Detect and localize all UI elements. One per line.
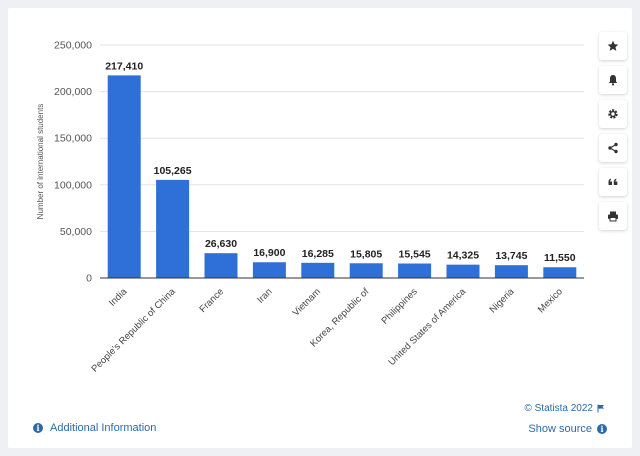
- data-label: 15,545: [399, 249, 431, 261]
- star-icon: [607, 40, 619, 51]
- x-tick-label: People's Republic of China: [89, 286, 178, 375]
- data-label: 26,630: [205, 238, 237, 250]
- data-label: 16,900: [253, 247, 285, 259]
- cite-button[interactable]: [599, 168, 627, 196]
- bar: [446, 264, 480, 278]
- y-tick-label: 150,000: [54, 133, 92, 145]
- show-source-label: Show source: [528, 423, 592, 435]
- x-tick-label: France: [197, 286, 226, 315]
- copyright-link[interactable]: © Statista 2022: [524, 403, 605, 414]
- chart-toolbar: [599, 32, 629, 230]
- show-source-link[interactable]: Show source i: [528, 423, 607, 435]
- data-label: 14,325: [447, 250, 479, 262]
- quote-icon: [608, 178, 618, 185]
- y-tick-label: 200,000: [54, 86, 92, 98]
- share-button[interactable]: [599, 134, 627, 162]
- x-tick-label: Philippines: [379, 286, 419, 326]
- chart-card: 0 50,000 100,000 150,000 200,000 250,000 Numbe…: [8, 8, 632, 448]
- favorite-button[interactable]: [599, 32, 627, 60]
- bar: [204, 253, 238, 278]
- x-tick-label: Iran: [255, 286, 274, 305]
- data-label: 15,805: [350, 248, 382, 260]
- y-tick-label: 0: [86, 273, 92, 285]
- y-tick-label: 250,000: [54, 40, 92, 52]
- notification-button[interactable]: [599, 66, 627, 94]
- info-icon: i: [597, 424, 607, 434]
- info-icon: i: [33, 423, 43, 433]
- bell-icon: [608, 75, 618, 86]
- share-icon: [608, 142, 618, 154]
- bar: [107, 75, 141, 279]
- gear-icon: [608, 109, 618, 119]
- data-label: 11,550: [544, 252, 576, 264]
- additional-information-link[interactable]: i Additional Information: [33, 422, 156, 434]
- bar-chart: 0 50,000 100,000 150,000 200,000 250,000 Numbe…: [36, 40, 584, 375]
- bar: [301, 262, 335, 278]
- bar: [252, 262, 286, 278]
- y-tick-label: 100,000: [54, 179, 92, 191]
- x-tick-label: India: [107, 286, 130, 309]
- bar: [398, 263, 432, 278]
- additional-information-label: Additional Information: [50, 422, 157, 434]
- x-tick-label: Nigeria: [487, 286, 517, 316]
- y-axis-title: Number of international students: [36, 104, 45, 220]
- data-label: 13,745: [495, 250, 527, 262]
- x-tick-label: Mexico: [536, 286, 565, 315]
- print-button[interactable]: [599, 202, 627, 230]
- data-label: 105,265: [154, 165, 192, 177]
- data-label: 16,285: [302, 248, 334, 260]
- bar: [494, 265, 528, 278]
- flag-icon: [597, 404, 604, 413]
- data-label: 217,410: [105, 60, 143, 72]
- y-tick-label: 50,000: [60, 226, 92, 238]
- copyright-label: © Statista 2022: [524, 403, 593, 414]
- bar: [349, 263, 383, 278]
- bar: [543, 267, 577, 278]
- bar: [156, 179, 190, 278]
- printer-icon: [608, 211, 618, 222]
- settings-button[interactable]: [599, 100, 627, 128]
- x-tick-label: Vietnam: [291, 286, 323, 318]
